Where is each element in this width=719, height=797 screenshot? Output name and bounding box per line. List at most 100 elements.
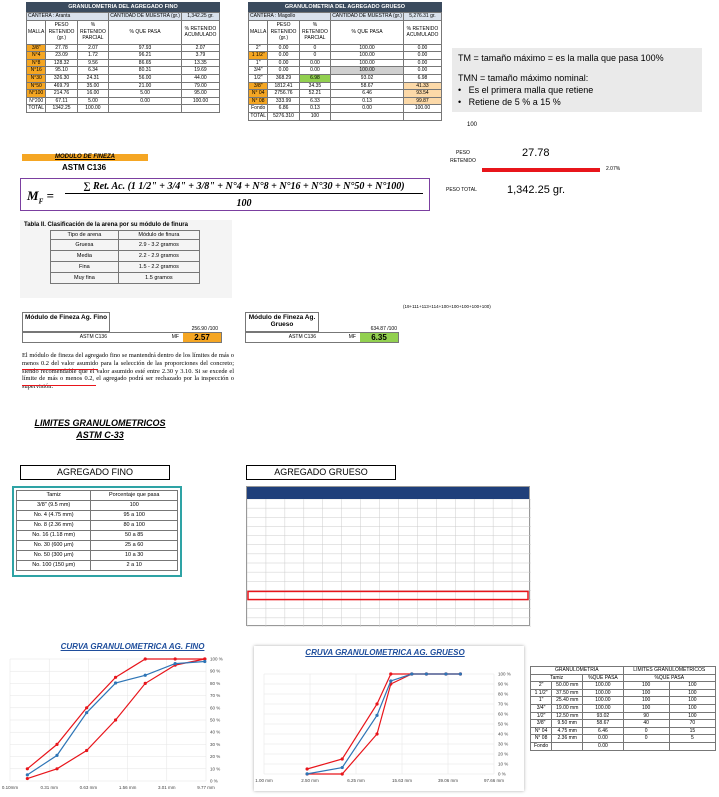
summary-cell: 100 (668, 711, 717, 721)
y-tick-label: 80 % (498, 692, 508, 697)
coarse-h1: PESO RETENIDO (gr.) (267, 19, 300, 45)
coarse-cell: N° 04 (247, 89, 269, 98)
fine-sample-value: 1,342.25 gr. (180, 12, 221, 21)
summary-cell: 0 (622, 734, 670, 743)
summary-cell: 100 (622, 696, 670, 705)
fine-h1: PESO RETENIDO (gr.) (45, 19, 78, 45)
coarse-cell: 1 1/2" (247, 51, 269, 60)
summary-row: N° 08 2.36 mm 0.00 0 5 (529, 734, 717, 743)
summary-cell: Fondo (529, 741, 553, 751)
fine-cell: 21.00 (108, 81, 182, 91)
coarse-h0: MALLA (247, 19, 269, 45)
fine-limits-row: No. 30 (600 μm) 25 a 60 (15, 540, 178, 551)
classification-title: Tabla II. Clasificación de la arena por … (24, 222, 188, 228)
data-point (410, 672, 414, 676)
coarse-cell: 0.00 (402, 66, 443, 75)
coarse-cell: 100.00 (330, 51, 404, 60)
fine-table-row: N°16 95.10 6.34 80.31 19.69 (25, 66, 221, 75)
coarse-cell: 2" (247, 43, 269, 53)
limits-title: LIMITES GRANULOMETRICOS (34, 418, 166, 428)
fine-cantera: CANTERA : Aranta (25, 12, 110, 21)
y-tick-label: 30 % (498, 742, 508, 747)
data-point (203, 657, 207, 661)
coarse-table-title: GRANULOMETRIA DEL AGREGADO GRUESO (248, 2, 442, 12)
fine-cell: 44.00 (180, 73, 221, 83)
coarse-cell: 100.00 (330, 58, 404, 68)
fine-cell: 469.79 (45, 81, 78, 91)
fine-cell: 13.35 (180, 58, 221, 68)
data-point (173, 662, 177, 666)
fineness-standard: ASTM C136 (62, 163, 107, 172)
fine-limits-cell: No. 16 (1.18 mm) (15, 530, 92, 541)
summary-cell: 15 (668, 726, 717, 736)
y-tick-label: 70 % (210, 693, 220, 698)
fine-limits-table-box: Tamiz Porcentaje que pasa 3/8" (9.5 mm) 1… (12, 486, 182, 577)
fine-cell: 95.10 (45, 66, 78, 75)
fine-cell: 3.79 (180, 51, 221, 60)
summary-cell: 3/4" (529, 703, 553, 713)
mf-fine-std: ASTM C136 (79, 334, 107, 340)
y-tick-label: 10 % (498, 762, 508, 767)
notes-100: 100 (467, 122, 478, 128)
paragraph-underline-2 (22, 385, 96, 386)
fine-h2: % RETENIDO PARCIAL (76, 19, 110, 45)
data-point (25, 767, 29, 771)
summary-cell: 1" (529, 696, 553, 705)
data-point (305, 772, 309, 776)
fine-limits-row: No. 16 (1.18 mm) 50 a 85 (15, 530, 178, 541)
fine-table-row: 3/8" 27.78 2.07 97.93 2.07 (25, 43, 221, 53)
fine-cell: 5.00 (108, 89, 182, 98)
coarse-cell: 6.33 (298, 96, 332, 106)
mf-coarse-box: Módulo de Fineza Ag. Grueso 634.87 /100 … (245, 312, 399, 343)
fine-table-row: N°200 67.11 5.00 0.00 100.00 (25, 96, 221, 106)
highlight-row (247, 590, 529, 601)
fine-table: CANTERA : Aranta CANTIDAD DE MUESTRA (gr… (25, 12, 221, 113)
fine-limits-cell: 95 a 100 (90, 510, 178, 521)
summary-cell: 90 (622, 711, 670, 721)
data-point (340, 757, 344, 761)
summary-cell: 12.50 mm (551, 711, 584, 721)
fineness-formula: MF = ∑ Ret. Ac. (1 1/2" + 3/4" + 3/8" + … (20, 178, 430, 211)
mf-fine-mf: MF (171, 334, 179, 340)
data-point (113, 681, 118, 685)
summary-row: 1 1/2" 37.50 mm 100.00 100 100 (529, 688, 717, 698)
fine-cell: 95.00 (180, 89, 221, 98)
coarse-cell: 0.00 (267, 43, 300, 53)
coarse-cell: 0.00 (402, 51, 443, 60)
y-tick-label: 50 % (498, 722, 508, 727)
coarse-table-row: TOTAL 5276.310 100 (247, 111, 443, 121)
fine-h0: MALLA (25, 19, 47, 45)
summary-cell: 0.00 (582, 734, 624, 743)
classification-cell: Fina (50, 261, 119, 273)
summary-cell: 50.00 mm (551, 681, 584, 690)
classification-cell: Gruesa (50, 239, 119, 251)
coarse-table-row: 1" 0.00 0.00 100.00 0.00 (247, 58, 443, 68)
coarse-chart: 100 % 90 % 80 % 70 % 60 % 50 % 40 % 30 % 20 % 10 … (255, 672, 511, 784)
coarse-cell: 1812.41 (267, 81, 300, 91)
coarse-cell: 0.00 (267, 66, 300, 75)
classification-cell: 1.5 - 2.2 gramos (117, 261, 201, 273)
coarse-limits-box: AGREGADO GRUESO (246, 465, 396, 480)
classification-row: Fina 1.5 - 2.2 gramos (50, 261, 201, 273)
coarse-cell: 6.46 (330, 89, 404, 98)
fine-limits-box: AGREGADO FINO (20, 465, 170, 480)
coarse-table-row: 3/8" 1812.41 34.35 58.67 41.33 (247, 81, 443, 91)
data-point (340, 765, 344, 770)
fine-cell: N°4 (25, 51, 47, 60)
summary-cell: N° 08 (529, 734, 553, 743)
fine-chart-title: CURVA GRANULOMETRICA AG. FINO (60, 642, 205, 651)
coarse-sample-value: 5,276.31 gr. (402, 12, 443, 21)
fine-cell: 24.31 (76, 73, 110, 83)
coarse-cell: 0.00 (298, 58, 332, 68)
coarse-cell: 6.98 (298, 73, 332, 83)
coarse-cell: 0.00 (402, 43, 443, 53)
y-tick-label: 70 % (498, 702, 508, 707)
coarse-limits-grid (246, 498, 532, 628)
coarse-cell: 0.13 (330, 96, 404, 106)
mf-coarse-value: 6.35 (360, 333, 398, 342)
y-tick-label: 100 % (210, 657, 223, 662)
fine-table-row: N°50 469.79 35.00 21.00 79.00 (25, 81, 221, 91)
x-tick-label: 1.56 mm (119, 785, 137, 790)
fine-table-title: GRANULOMETRIA DEL AGREGADO FINO (26, 2, 220, 12)
fine-limits-table: Tamiz Porcentaje que pasa 3/8" (9.5 mm) 1… (15, 490, 178, 571)
